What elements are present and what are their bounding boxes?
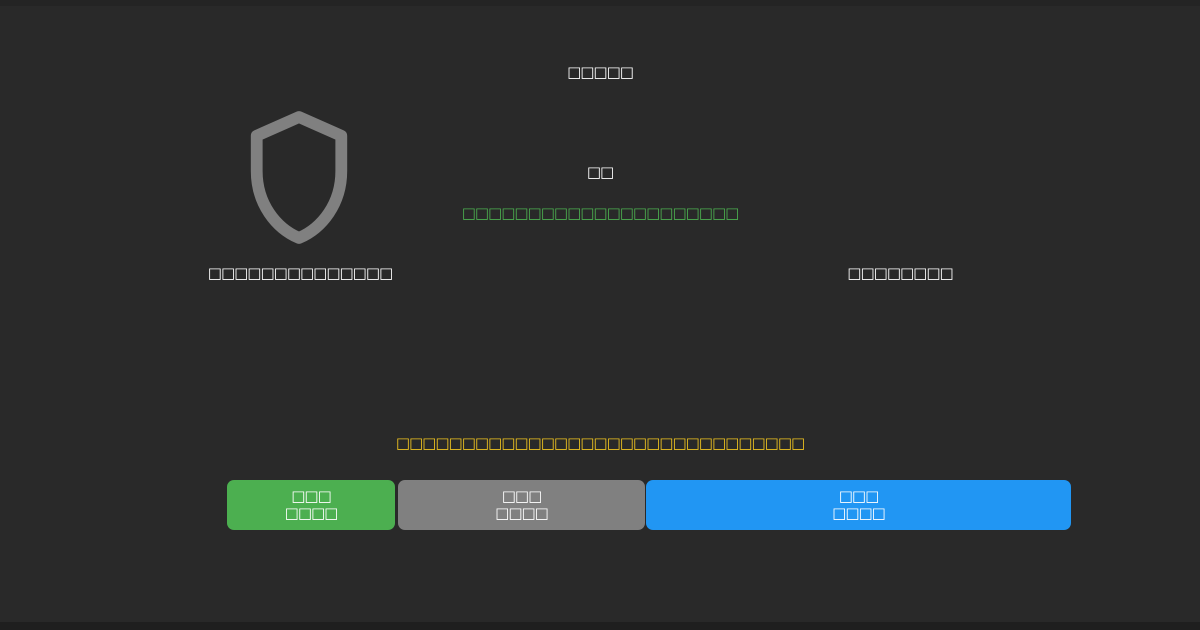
- neutral-button-line1: □□□: [501, 487, 543, 505]
- status-message: □□□□□□□□□□□□□□□□□□□□□: [461, 204, 740, 222]
- neutral-button-line2: □□□□: [495, 504, 549, 522]
- status-heading: □□: [586, 163, 614, 181]
- primary-button-line1: □□□: [838, 487, 880, 505]
- warning-message: □□□□□□□□□□□□□□□□□□□□□□□□□□□□□□□: [395, 434, 805, 452]
- primary-button[interactable]: □□□ □□□□: [646, 480, 1071, 530]
- neutral-button[interactable]: □□□ □□□□: [398, 480, 645, 530]
- right-device-label: □□□□□□□□: [847, 264, 953, 282]
- page-title: □□□□□: [567, 63, 634, 81]
- primary-button-line2: □□□□: [832, 504, 886, 522]
- top-edge-bar: [0, 0, 1200, 6]
- confirm-button[interactable]: □□□ □□□□: [227, 480, 395, 530]
- confirm-button-line2: □□□□: [284, 504, 339, 522]
- bottom-edge-bar: [0, 622, 1200, 630]
- confirm-button-line1: □□□: [291, 487, 332, 505]
- shield-icon: [240, 107, 358, 249]
- left-device-label: □□□□□□□□□□□□□□: [207, 264, 393, 282]
